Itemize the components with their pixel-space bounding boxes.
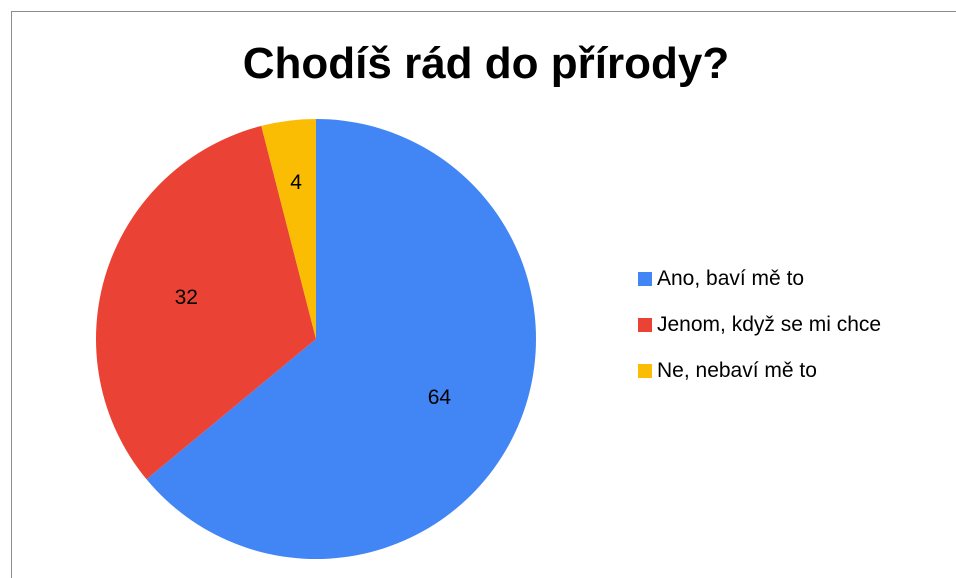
data-label-ano-bavi-me-to: 64 [428, 386, 452, 409]
legend-swatch-ano-bavi-me-to [638, 272, 652, 286]
data-label-ne-nebavi-me-to: 4 [290, 171, 302, 194]
legend-label-ano-bavi-me-to: Ano, baví mě to [657, 267, 804, 290]
pie-slice-jenom-kdyz-se-mi-chce [95, 125, 316, 480]
legend-label-ne-nebavi-me-to: Ne, nebaví mě to [657, 359, 817, 382]
pie-slice-ano-bavi-me-to [146, 119, 536, 560]
legend: Ano, baví mě to Jenom, když se mi chce Ne,… [638, 267, 881, 382]
legend-swatch-jenom-kdyz-se-mi-chce [638, 318, 652, 332]
legend-label-jenom-kdyz-se-mi-chce: Jenom, když se mi chce [657, 313, 881, 336]
data-label-jenom-kdyz-se-mi-chce: 32 [175, 286, 198, 309]
slice-labels: 64 32 4 [175, 171, 452, 409]
pie-slices [95, 119, 536, 560]
pie-slice-ne-nebavi-me-to [261, 119, 316, 339]
legend-swatch-ne-nebavi-me-to [638, 364, 652, 378]
chart-title: Chodíš rád do přírody? [243, 39, 729, 88]
